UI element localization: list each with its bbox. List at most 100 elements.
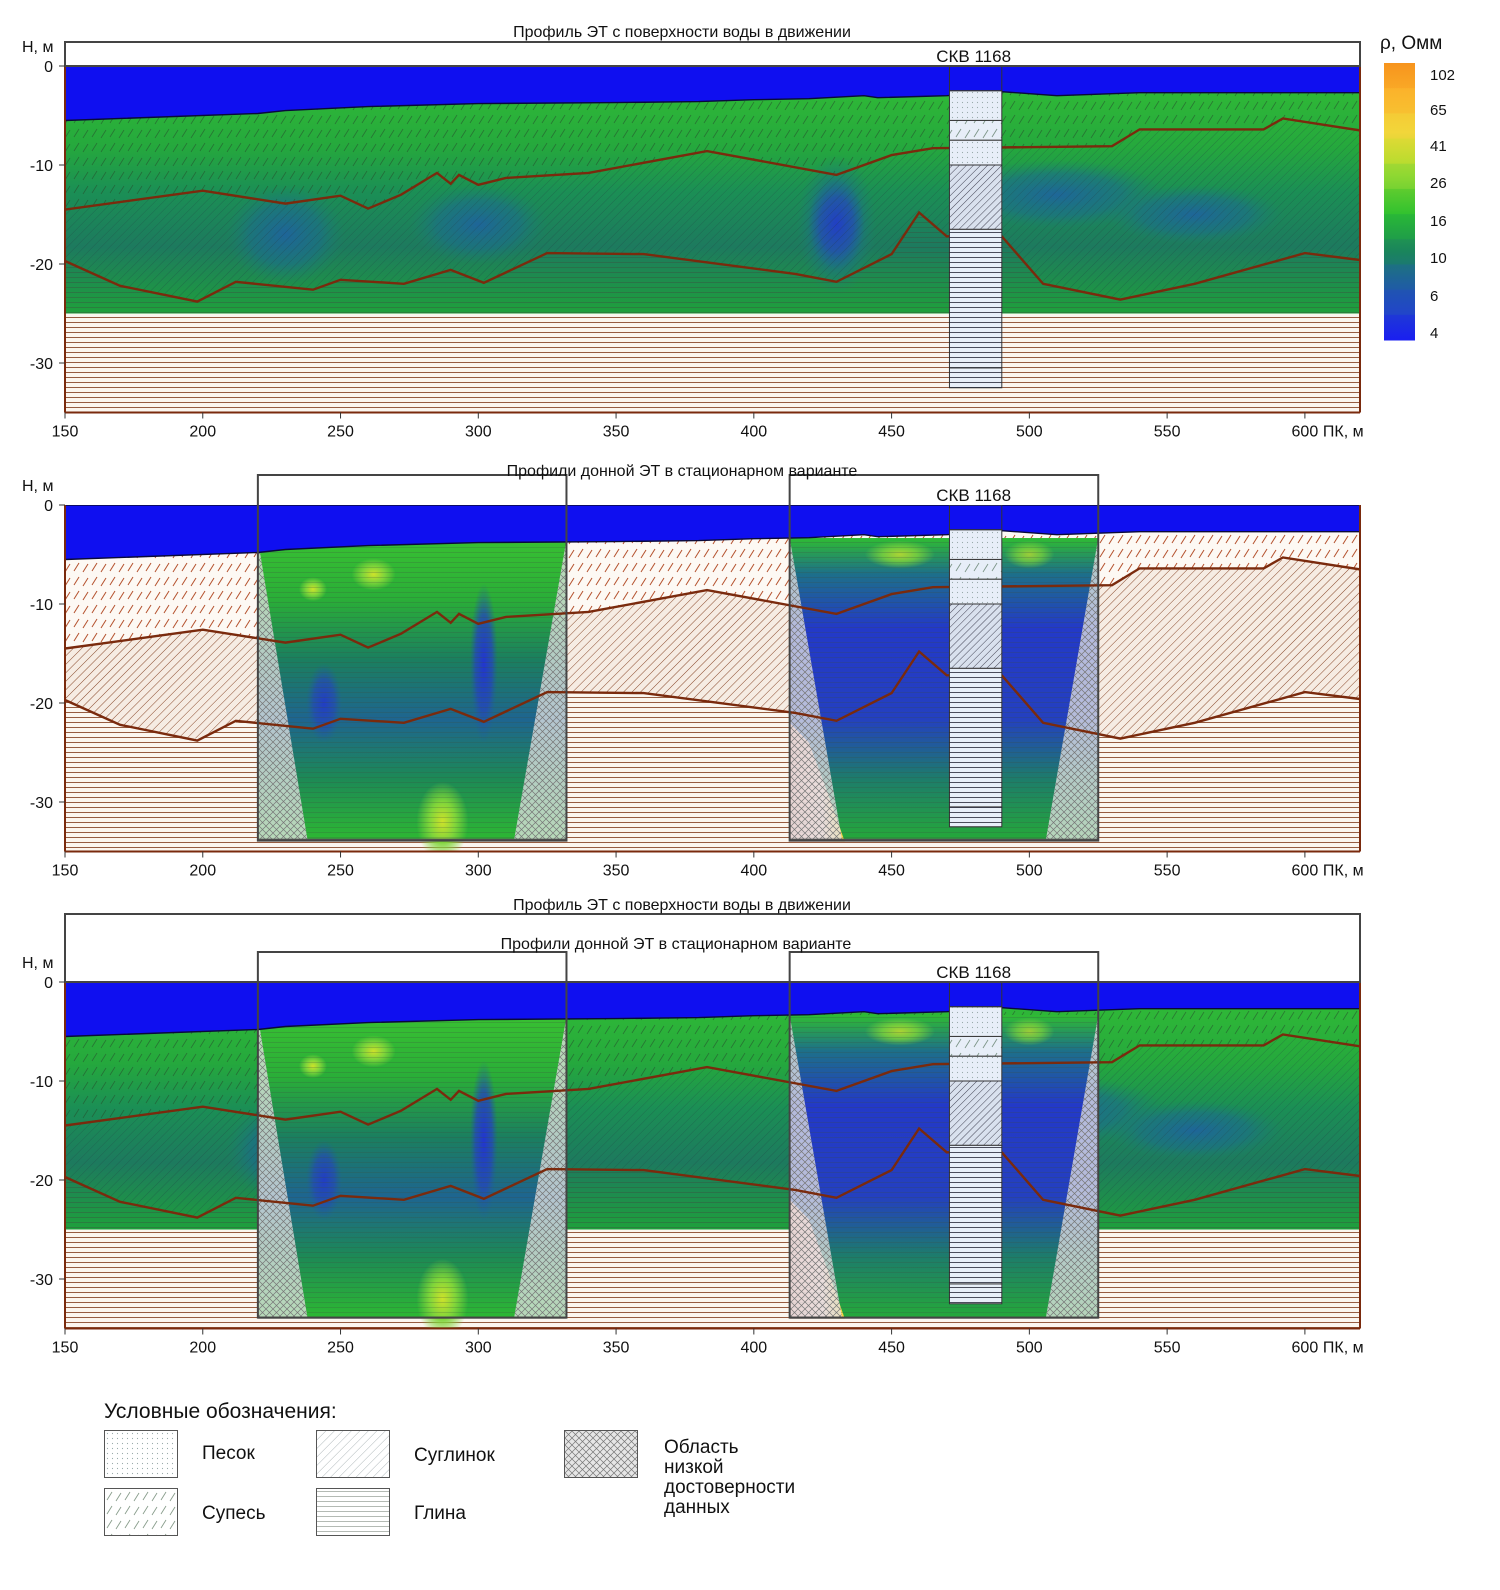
legend-label-sand: Песок — [202, 1443, 255, 1464]
x-tick-label: 600 — [1292, 1340, 1319, 1357]
survey-window-frame-2 — [788, 474, 1100, 842]
layer-boundary-lower — [65, 210, 1360, 303]
x-tick-label: 250 — [327, 863, 354, 880]
x-tick-label: 150 — [52, 863, 79, 880]
colorbar-tick-label: 4 — [1430, 325, 1438, 342]
borehole-layer-pattern — [949, 1056, 1002, 1081]
panel-title: Профиль ЭТ с поверхности воды в движении — [513, 897, 851, 914]
y-tick-label: 0 — [44, 975, 53, 992]
borehole-top — [948, 66, 1003, 92]
colorbar-tick-label: 6 — [1430, 288, 1438, 305]
x-tick-label: 200 — [189, 863, 216, 880]
x-tick-label: 450 — [878, 863, 905, 880]
sand-swatch-icon — [104, 1430, 178, 1478]
low-confidence-left-pattern — [257, 539, 308, 840]
x-tick-label: 500 — [1016, 1340, 1043, 1357]
y-tick-label: -10 — [30, 597, 53, 614]
x-tick-label: 350 — [603, 863, 630, 880]
borehole-layer-pattern — [949, 1006, 1002, 1037]
legend-label-low-confidence: Область низкой достоверности данных — [664, 1437, 796, 1518]
x-tick-label: 250 — [327, 424, 354, 441]
x-tick-label: 350 — [603, 1340, 630, 1357]
chart-panel-1: Профиль ЭТ с поверхности воды в движении… — [22, 24, 1364, 441]
layer-boundary-lower — [65, 1126, 1360, 1219]
plot-area — [65, 505, 1360, 852]
x-tick-label: 300 — [465, 424, 492, 441]
survey-window-2 — [789, 538, 1099, 842]
plot-area — [65, 982, 1360, 1329]
borehole-column — [948, 505, 1003, 828]
x-tick-label: 550 — [1154, 863, 1181, 880]
loam-pattern — [65, 119, 1360, 300]
x-tick-label: 450 — [878, 424, 905, 441]
x-tick-label: 300 — [465, 863, 492, 880]
x-tick-label: 600 — [1292, 863, 1319, 880]
y-tick-label: -30 — [30, 795, 53, 812]
colorbar-tick-label: 10 — [1430, 250, 1447, 267]
low-confidence-swatch-icon — [564, 1430, 638, 1478]
borehole-layer-pattern — [949, 367, 1002, 388]
x-tick-label: 550 — [1154, 424, 1181, 441]
borehole-layer-pattern — [949, 604, 1002, 669]
well-label: СКВ 1168 — [936, 963, 1011, 982]
x-tick-label: 250 — [327, 1340, 354, 1357]
low-confidence-left-pattern — [257, 1016, 308, 1318]
x-axis-label: ПК, м — [1323, 1340, 1364, 1357]
resistivity-section — [65, 91, 1360, 314]
borehole-layer-pattern — [949, 90, 1002, 121]
borehole-layer-pattern — [949, 529, 1002, 560]
y-tick-label: -20 — [30, 1173, 53, 1190]
survey-window-frame-1 — [256, 951, 568, 1319]
borehole-layer-pattern — [949, 1081, 1002, 1146]
y-tick-label: -30 — [30, 1272, 53, 1289]
legend-label-clay: Глина — [414, 1503, 466, 1524]
sandy-loam-swatch-icon — [104, 1488, 178, 1536]
x-tick-label: 500 — [1016, 863, 1043, 880]
panel-title: Профили донной ЭТ в стационарном вариант… — [507, 463, 858, 480]
x-tick-label: 400 — [740, 863, 767, 880]
chart-panel-3: Профиль ЭТ с поверхности воды в движении… — [22, 897, 1364, 1357]
survey-window-1 — [257, 1016, 567, 1329]
x-tick-label: 450 — [878, 1340, 905, 1357]
borehole-layer-pattern — [949, 668, 1002, 807]
window-clay-pattern — [789, 538, 1099, 840]
colorbar-tick-label: 102 — [1430, 67, 1455, 84]
window-clay-pattern — [257, 539, 567, 840]
survey-window-2 — [789, 1015, 1099, 1319]
x-tick-label: 400 — [740, 424, 767, 441]
borehole-layer-pattern — [949, 1283, 1002, 1304]
low-confidence-right-pattern — [1045, 538, 1099, 840]
title-frame — [64, 41, 1361, 67]
water-layer — [65, 505, 1360, 561]
legend-label-loam: Суглинок — [414, 1445, 495, 1466]
borehole-top — [948, 505, 1003, 531]
borehole-layer-pattern — [949, 140, 1002, 165]
y-axis-label: H, м — [22, 39, 53, 56]
clay-swatch-icon — [316, 1488, 390, 1536]
layer-boundary-upper — [65, 556, 1360, 650]
title-frame — [64, 913, 1361, 983]
y-tick-label: -20 — [30, 257, 53, 274]
well-label: СКВ 1168 — [936, 47, 1011, 66]
layer-boundary-upper — [65, 117, 1360, 211]
clay-pattern-overlay — [65, 212, 1360, 314]
y-tick-label: -20 — [30, 696, 53, 713]
borehole-layer-pattern — [949, 120, 1002, 141]
plot-area — [65, 66, 1360, 413]
window-clay-pattern — [789, 1015, 1099, 1318]
panel-subtitle: Профили донной ЭТ в стационарном вариант… — [501, 936, 852, 953]
y-tick-label: -30 — [30, 356, 53, 373]
borehole-layer-pattern — [949, 1145, 1002, 1284]
colorbar-tick-label: 41 — [1430, 138, 1447, 155]
borehole-top — [948, 982, 1003, 1008]
legend: Условные обозначения: Песок Супесь Сугли… — [104, 1400, 1004, 1570]
x-tick-label: 600 — [1292, 424, 1319, 441]
layer-boundary-upper — [65, 1033, 1360, 1127]
x-tick-label: 350 — [603, 424, 630, 441]
y-axis-label: H, м — [22, 955, 53, 972]
survey-window-1 — [257, 539, 567, 852]
window-clay-pattern — [257, 1016, 567, 1318]
y-tick-label: -10 — [30, 158, 53, 175]
